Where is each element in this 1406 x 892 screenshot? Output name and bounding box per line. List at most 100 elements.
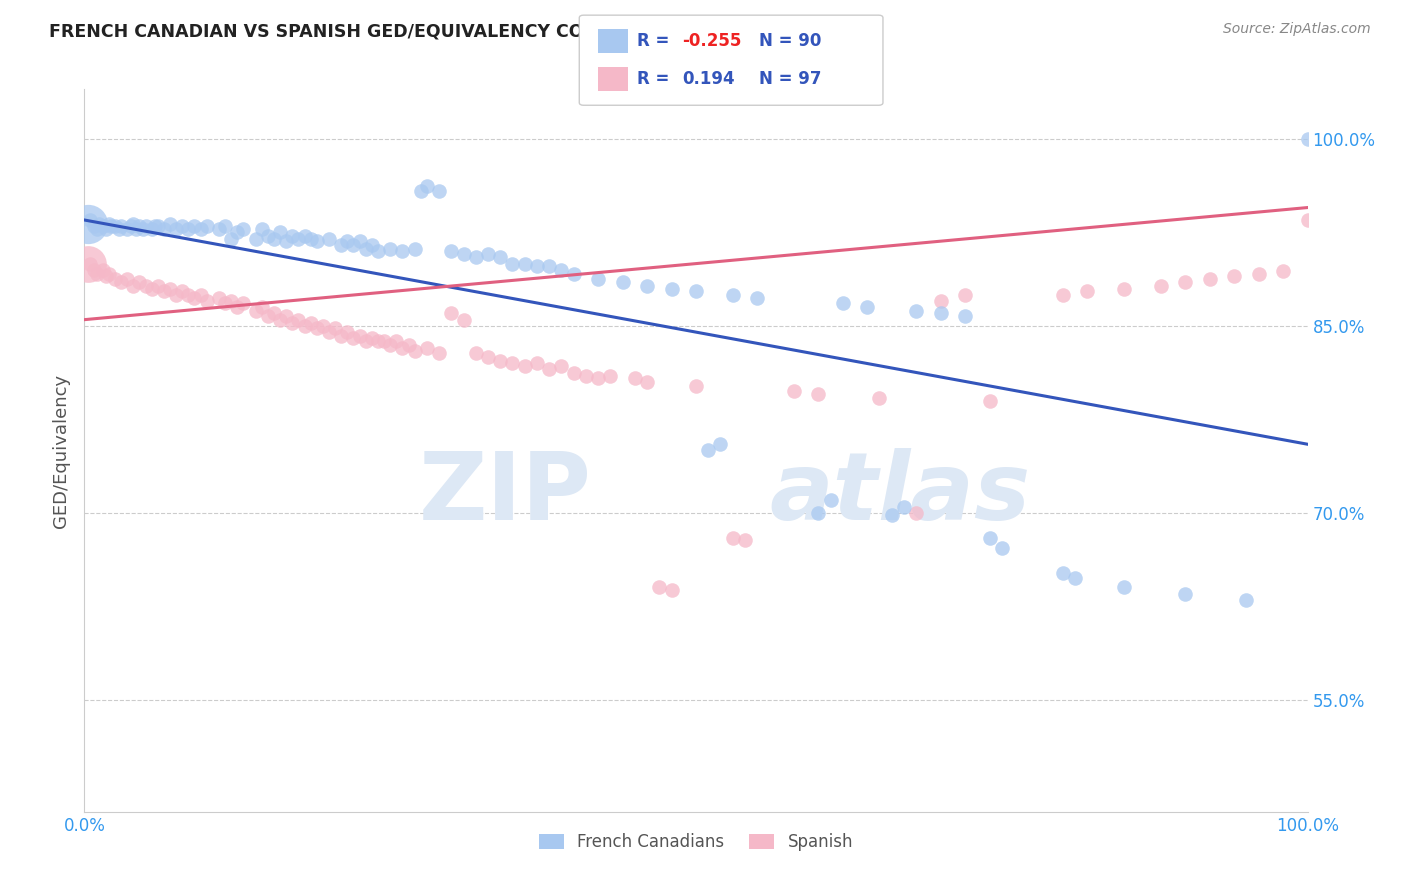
Text: ZIP: ZIP: [419, 448, 592, 540]
Point: [104, 219, 127, 234]
Point: [599, 368, 621, 383]
Point: [991, 541, 1014, 555]
Text: atlas: atlas: [769, 448, 1031, 540]
Point: [135, 279, 157, 293]
Point: [190, 221, 212, 235]
Text: -0.255: -0.255: [682, 31, 741, 50]
Point: [477, 350, 499, 364]
Point: [269, 312, 291, 326]
Point: [305, 321, 328, 335]
Point: [453, 312, 475, 326]
Point: [391, 341, 413, 355]
Point: [404, 343, 426, 358]
Point: [380, 242, 402, 256]
Point: [385, 334, 408, 348]
Point: [807, 506, 830, 520]
Point: [953, 287, 976, 301]
Text: FRENCH CANADIAN VS SPANISH GED/EQUIVALENCY CORRELATION CHART: FRENCH CANADIAN VS SPANISH GED/EQUIVALEN…: [49, 22, 765, 40]
Point: [807, 387, 830, 401]
Point: [153, 284, 176, 298]
Point: [141, 281, 163, 295]
Point: [330, 238, 353, 252]
Point: [294, 318, 316, 333]
Point: [177, 287, 200, 301]
Point: [391, 244, 413, 259]
Point: [177, 221, 200, 235]
Point: [336, 234, 359, 248]
Text: R =: R =: [637, 70, 681, 88]
Point: [97, 217, 120, 231]
Point: [208, 292, 231, 306]
Point: [893, 500, 915, 514]
Point: [513, 359, 536, 373]
Point: [91, 263, 114, 277]
Point: [586, 271, 609, 285]
Point: [416, 179, 439, 194]
Point: [190, 287, 212, 301]
Text: N = 90: N = 90: [759, 31, 821, 50]
Point: [83, 263, 105, 277]
Point: [128, 275, 150, 289]
Point: [276, 309, 298, 323]
Point: [747, 292, 769, 306]
Point: [440, 306, 463, 320]
Point: [87, 217, 110, 231]
Point: [367, 244, 389, 259]
Point: [287, 232, 309, 246]
Point: [79, 213, 101, 227]
Point: [165, 287, 187, 301]
Point: [91, 219, 114, 234]
Point: [219, 232, 242, 246]
Point: [232, 296, 254, 310]
Point: [1296, 132, 1319, 146]
Point: [97, 267, 120, 281]
Point: [502, 356, 524, 370]
Point: [318, 325, 340, 339]
Point: [502, 257, 524, 271]
Point: [354, 334, 377, 348]
Point: [172, 284, 194, 298]
Text: N = 97: N = 97: [759, 70, 821, 88]
Point: [115, 221, 138, 235]
Text: 0.194: 0.194: [682, 70, 734, 88]
Point: [550, 263, 572, 277]
Point: [416, 341, 439, 355]
Point: [477, 246, 499, 260]
Point: [513, 257, 536, 271]
Point: [1114, 281, 1136, 295]
Point: [440, 244, 463, 259]
Point: [342, 331, 364, 345]
Point: [1223, 268, 1246, 283]
Point: [77, 217, 100, 231]
Point: [1150, 279, 1173, 293]
Point: [153, 221, 176, 235]
Point: [107, 221, 129, 235]
Point: [115, 271, 138, 285]
Point: [96, 268, 118, 283]
Point: [869, 391, 891, 405]
Point: [183, 292, 205, 306]
Point: [538, 362, 561, 376]
Point: [1114, 581, 1136, 595]
Point: [287, 312, 309, 326]
Point: [323, 321, 346, 335]
Point: [1076, 284, 1098, 298]
Point: [398, 337, 420, 351]
Point: [526, 356, 548, 370]
Point: [172, 219, 194, 234]
Point: [360, 238, 382, 252]
Point: [709, 437, 731, 451]
Point: [783, 384, 806, 398]
Point: [299, 232, 322, 246]
Point: [294, 229, 316, 244]
Point: [636, 279, 658, 293]
Point: [721, 531, 744, 545]
Text: Source: ZipAtlas.com: Source: ZipAtlas.com: [1223, 22, 1371, 37]
Point: [120, 219, 142, 234]
Point: [562, 366, 585, 380]
Point: [367, 334, 389, 348]
Point: [979, 531, 1001, 545]
Point: [342, 238, 364, 252]
Point: [77, 257, 100, 271]
Point: [257, 309, 280, 323]
